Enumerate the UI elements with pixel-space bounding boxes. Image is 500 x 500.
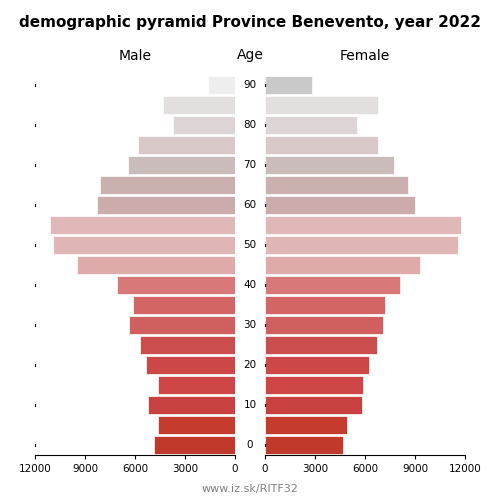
Bar: [54, 236, 235, 254]
Text: 80: 80: [244, 120, 256, 130]
Bar: [100, 176, 235, 194]
Bar: [265, 236, 458, 254]
Text: www.iz.sk/RITF32: www.iz.sk/RITF32: [202, 484, 298, 494]
Text: Female: Female: [340, 48, 390, 62]
Bar: [128, 156, 235, 174]
Text: demographic pyramid Province Benevento, year 2022: demographic pyramid Province Benevento, …: [19, 15, 481, 30]
Bar: [116, 276, 235, 294]
Bar: [265, 136, 378, 154]
Text: 30: 30: [244, 320, 256, 330]
Bar: [265, 336, 376, 354]
Bar: [50, 216, 235, 234]
Bar: [265, 156, 394, 174]
Bar: [146, 356, 235, 374]
Text: 20: 20: [244, 360, 256, 370]
Text: 90: 90: [244, 80, 256, 90]
Bar: [265, 96, 378, 114]
Bar: [265, 176, 408, 194]
Bar: [134, 296, 235, 314]
Bar: [265, 256, 420, 274]
Bar: [265, 116, 356, 134]
Bar: [138, 136, 235, 154]
Bar: [265, 76, 312, 94]
Bar: [174, 116, 235, 134]
Bar: [265, 356, 369, 374]
Text: 70: 70: [244, 160, 256, 170]
Bar: [265, 216, 461, 234]
Bar: [265, 296, 385, 314]
Bar: [96, 196, 235, 214]
Text: 0: 0: [247, 440, 254, 450]
Bar: [158, 416, 235, 434]
Bar: [265, 316, 382, 334]
Bar: [265, 376, 362, 394]
Bar: [265, 416, 346, 434]
Bar: [129, 316, 235, 334]
Bar: [265, 436, 344, 454]
Text: Male: Male: [118, 48, 152, 62]
Text: Age: Age: [236, 48, 264, 62]
Bar: [164, 96, 235, 114]
Bar: [265, 196, 415, 214]
Bar: [148, 396, 235, 414]
Bar: [140, 336, 235, 354]
Bar: [158, 376, 235, 394]
Text: 50: 50: [244, 240, 256, 250]
Text: 10: 10: [244, 400, 256, 410]
Bar: [208, 76, 235, 94]
Bar: [154, 436, 235, 454]
Text: 60: 60: [244, 200, 256, 210]
Bar: [265, 396, 362, 414]
Text: 40: 40: [244, 280, 256, 290]
Bar: [265, 276, 400, 294]
Bar: [76, 256, 235, 274]
